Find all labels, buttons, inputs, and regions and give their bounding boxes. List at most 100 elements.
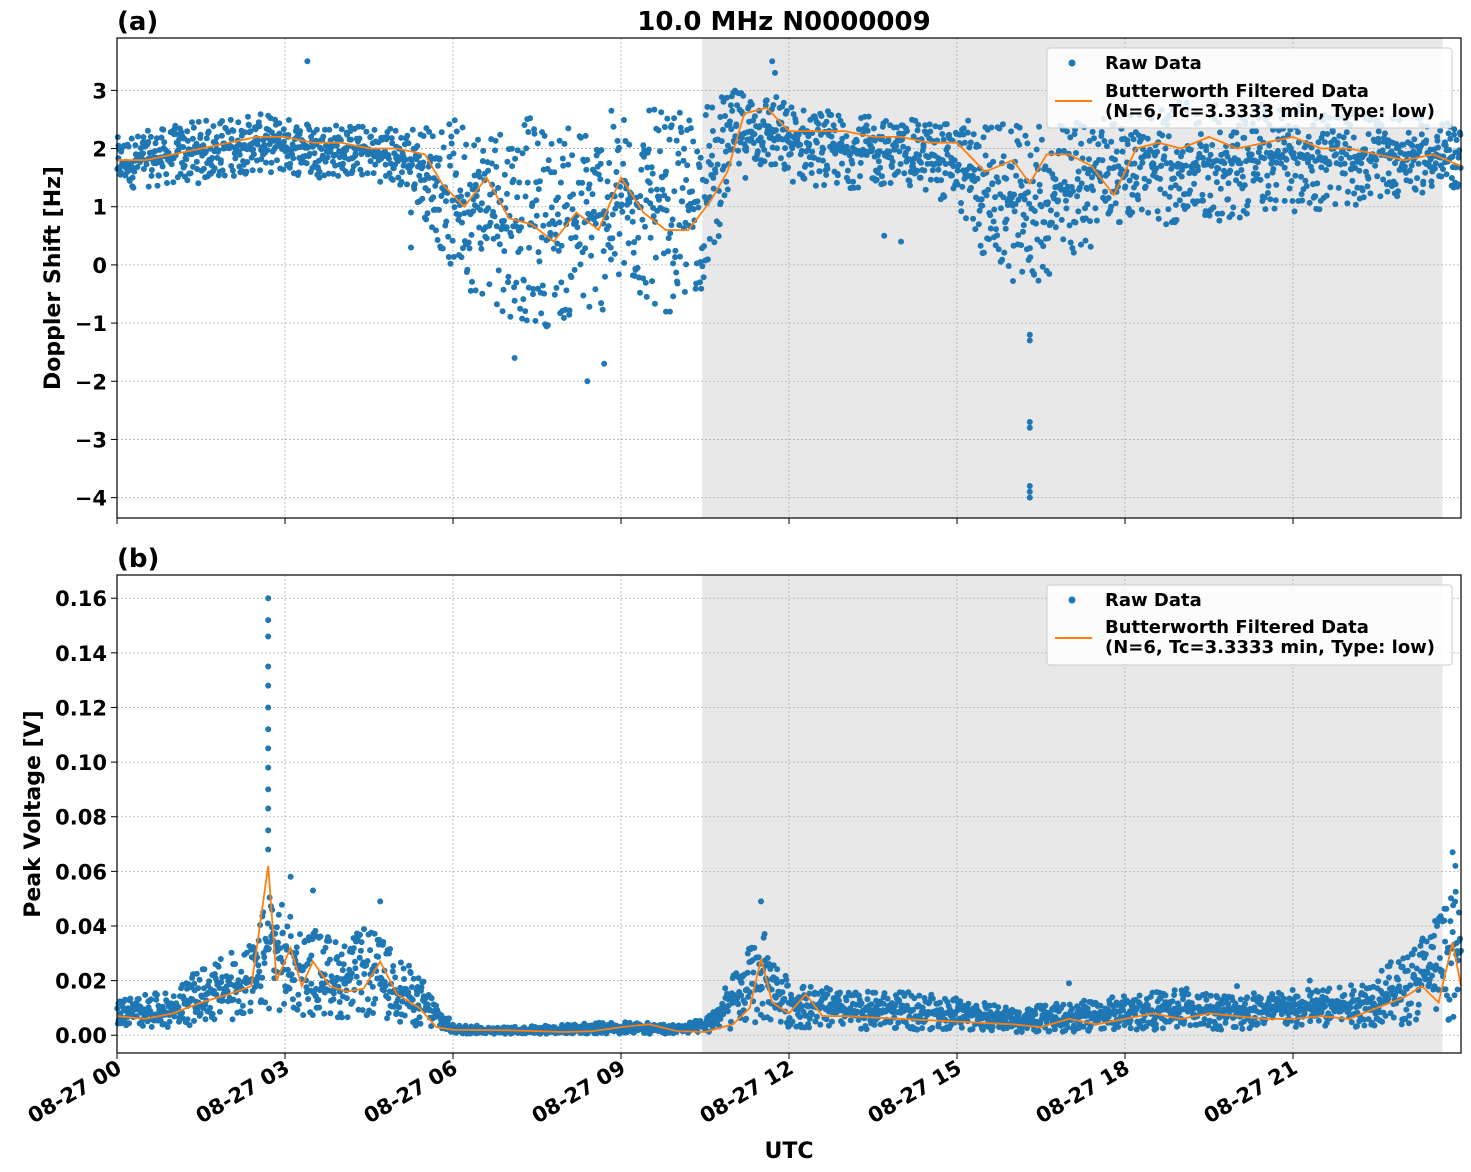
raw-data-point xyxy=(583,166,590,173)
raw-data-point xyxy=(189,135,196,142)
raw-data-point xyxy=(1071,131,1078,138)
y-tick-label: 3 xyxy=(92,79,107,103)
raw-data-point xyxy=(817,131,824,138)
raw-data-point xyxy=(599,306,606,313)
raw-data-point xyxy=(1446,147,1453,153)
raw-data-point xyxy=(901,170,908,177)
raw-data-point xyxy=(521,122,528,128)
raw-data-point xyxy=(940,136,947,143)
raw-data-point xyxy=(1261,194,1268,201)
legend-a: Raw Data Butterworth Filtered Data (N=6,… xyxy=(1046,47,1453,129)
raw-data-point xyxy=(887,1019,894,1026)
raw-data-point xyxy=(1255,149,1262,156)
raw-data-point xyxy=(456,211,463,218)
raw-data-point xyxy=(616,144,622,151)
raw-data-point xyxy=(520,296,527,303)
raw-data-point xyxy=(1031,271,1038,278)
raw-data-point xyxy=(904,128,910,134)
raw-data-point xyxy=(626,1019,633,1026)
raw-data-point xyxy=(1281,995,1288,1002)
raw-data-point xyxy=(1119,148,1126,155)
raw-data-point xyxy=(1292,1023,1299,1030)
raw-data-point xyxy=(293,949,300,956)
raw-data-point xyxy=(304,144,311,151)
raw-data-point xyxy=(703,178,710,185)
raw-data-point xyxy=(624,214,631,221)
raw-data-point xyxy=(312,927,319,934)
raw-data-point xyxy=(293,944,300,951)
raw-data-point xyxy=(970,131,977,138)
raw-data-point xyxy=(491,213,498,220)
raw-data-outlier xyxy=(898,238,904,245)
raw-data-point xyxy=(418,984,425,991)
raw-data-point xyxy=(429,133,436,140)
raw-data-point xyxy=(750,969,757,976)
raw-data-point xyxy=(476,173,483,180)
raw-data-point xyxy=(1314,180,1321,187)
raw-data-point xyxy=(183,156,190,163)
raw-data-point xyxy=(586,181,593,188)
raw-data-point xyxy=(496,241,503,248)
raw-data-point xyxy=(838,140,845,147)
raw-data-point xyxy=(1215,165,1222,172)
raw-data-point xyxy=(807,983,814,990)
raw-data-point xyxy=(742,174,749,181)
raw-data-point xyxy=(370,1000,377,1007)
raw-data-outlier xyxy=(408,244,414,251)
raw-data-point xyxy=(1412,186,1419,193)
raw-data-point xyxy=(495,267,502,274)
raw-data-point xyxy=(871,137,878,144)
raw-data-point xyxy=(863,1026,870,1033)
raw-data-point xyxy=(727,1025,734,1032)
raw-data-point xyxy=(425,187,432,194)
raw-data-point xyxy=(197,1010,204,1017)
raw-data-point xyxy=(618,192,625,199)
raw-data-point xyxy=(1445,130,1452,137)
raw-data-point xyxy=(341,943,348,950)
raw-data-point xyxy=(1057,182,1064,189)
raw-data-point xyxy=(689,188,696,195)
raw-data-point xyxy=(1315,139,1322,146)
raw-data-point xyxy=(857,173,863,180)
raw-data-point xyxy=(656,193,663,200)
raw-data-point xyxy=(1281,164,1288,171)
raw-data-point xyxy=(315,996,322,1003)
raw-data-point xyxy=(813,139,820,146)
raw-data-point xyxy=(609,211,616,218)
raw-data-point xyxy=(847,1017,854,1024)
raw-data-point xyxy=(556,219,563,226)
raw-data-point xyxy=(1255,159,1261,166)
raw-data-point xyxy=(812,1018,819,1025)
raw-data-point xyxy=(332,151,339,158)
raw-data-point xyxy=(316,174,323,181)
raw-data-point xyxy=(193,140,200,147)
raw-data-point xyxy=(1095,1016,1102,1023)
raw-data-point xyxy=(256,968,263,975)
raw-data-point xyxy=(1253,128,1260,135)
raw-data-point xyxy=(659,186,666,193)
raw-data-point xyxy=(584,156,591,163)
raw-data-point xyxy=(992,194,999,201)
raw-data-point xyxy=(1129,191,1136,198)
raw-data-point xyxy=(885,136,892,143)
raw-data-point xyxy=(618,201,625,208)
raw-data-point xyxy=(514,194,521,201)
raw-data-point xyxy=(833,179,840,186)
raw-data-point xyxy=(560,314,567,321)
raw-data-point xyxy=(493,223,500,230)
raw-data-point xyxy=(420,978,427,985)
raw-data-point xyxy=(1342,141,1349,147)
raw-data-point xyxy=(1045,199,1051,206)
raw-data-point xyxy=(424,1001,431,1008)
raw-data-point xyxy=(266,1005,272,1012)
raw-data-point xyxy=(681,288,688,295)
raw-data-point xyxy=(1005,263,1012,269)
raw-data-point xyxy=(386,950,392,957)
raw-data-point xyxy=(548,140,555,147)
raw-data-point xyxy=(348,970,355,977)
raw-data-point xyxy=(364,996,371,1003)
raw-data-point xyxy=(709,152,715,159)
raw-data-point xyxy=(1145,152,1152,159)
raw-data-point xyxy=(666,136,673,143)
raw-data-point xyxy=(764,955,771,961)
